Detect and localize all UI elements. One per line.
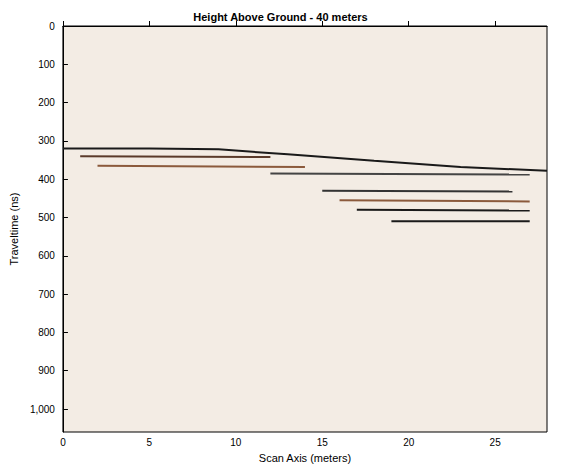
svg-text:900: 900 xyxy=(38,365,55,376)
svg-text:100: 100 xyxy=(38,59,55,70)
svg-text:0: 0 xyxy=(49,21,55,32)
svg-text:15: 15 xyxy=(317,437,329,448)
svg-text:0: 0 xyxy=(60,437,66,448)
svg-text:10: 10 xyxy=(230,437,242,448)
svg-text:800: 800 xyxy=(38,327,55,338)
svg-text:300: 300 xyxy=(38,135,55,146)
svg-text:600: 600 xyxy=(38,250,55,261)
svg-text:500: 500 xyxy=(38,212,55,223)
svg-text:Scan Axis (meters): Scan Axis (meters) xyxy=(259,452,351,464)
svg-text:25: 25 xyxy=(490,437,502,448)
svg-text:5: 5 xyxy=(147,437,153,448)
svg-text:Traveltime (ns): Traveltime (ns) xyxy=(8,193,20,266)
svg-text:Height Above Ground - 40 meter: Height Above Ground - 40 meters xyxy=(193,11,367,23)
svg-text:700: 700 xyxy=(38,289,55,300)
svg-text:200: 200 xyxy=(38,97,55,108)
svg-text:1,000: 1,000 xyxy=(30,404,55,415)
svg-text:400: 400 xyxy=(38,174,55,185)
svg-text:20: 20 xyxy=(403,437,415,448)
